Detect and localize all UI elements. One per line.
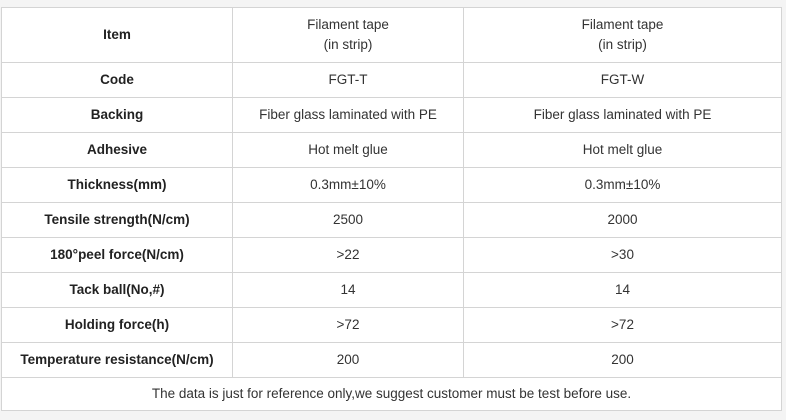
table-row: Tensile strength(N/cm) 2500 2000: [1, 202, 782, 238]
value-ftg-w: 200: [463, 342, 782, 378]
row-label: Temperature resistance(N/cm): [1, 342, 233, 378]
row-label: Adhesive: [1, 132, 233, 168]
row-label: Thickness(mm): [1, 167, 233, 203]
value-ftg-t: Hot melt glue: [232, 132, 464, 168]
spec-table: Item Filament tape (in strip) Filament ta…: [1, 7, 782, 411]
value-ftg-t: FGT-T: [232, 62, 464, 98]
note-row: The data is just for reference only,we s…: [1, 377, 782, 411]
value-ftg-w: 14: [463, 272, 782, 308]
table-row: Holding force(h) >72 >72: [1, 307, 782, 343]
header-col2-line1: Filament tape: [581, 17, 664, 32]
value-ftg-w: FGT-W: [463, 62, 782, 98]
table-row: Thickness(mm) 0.3mm±10% 0.3mm±10%: [1, 167, 782, 203]
header-col2: Filament tape (in strip): [463, 7, 782, 63]
value-ftg-w: >72: [463, 307, 782, 343]
table-row: 180°peel force(N/cm) >22 >30: [1, 237, 782, 273]
row-label: Tack ball(No,#): [1, 272, 233, 308]
value-ftg-t: >22: [232, 237, 464, 273]
header-col1-line2: (in strip): [323, 37, 373, 52]
value-ftg-t: 0.3mm±10%: [232, 167, 464, 203]
header-col2-line2: (in strip): [598, 37, 647, 52]
row-label: Holding force(h): [1, 307, 233, 343]
header-col1-line1: Filament tape: [307, 17, 389, 32]
header-row: Item Filament tape (in strip) Filament ta…: [1, 7, 782, 63]
value-ftg-w: 2000: [463, 202, 782, 238]
value-ftg-w: 0.3mm±10%: [463, 167, 782, 203]
value-ftg-t: >72: [232, 307, 464, 343]
value-ftg-t: 200: [232, 342, 464, 378]
table-row: Adhesive Hot melt glue Hot melt glue: [1, 132, 782, 168]
row-label: Tensile strength(N/cm): [1, 202, 233, 238]
row-label: 180°peel force(N/cm): [1, 237, 233, 273]
value-ftg-w: Hot melt glue: [463, 132, 782, 168]
value-ftg-t: Fiber glass laminated with PE: [232, 97, 464, 133]
table-row: Code FGT-T FGT-W: [1, 62, 782, 98]
table-row: Temperature resistance(N/cm) 200 200: [1, 342, 782, 378]
row-label: Code: [1, 62, 233, 98]
value-ftg-w: >30: [463, 237, 782, 273]
header-col1: Filament tape (in strip): [232, 7, 464, 63]
table-row: Tack ball(No,#) 14 14: [1, 272, 782, 308]
value-ftg-t: 2500: [232, 202, 464, 238]
value-ftg-w: Fiber glass laminated with PE: [463, 97, 782, 133]
disclaimer-note: The data is just for reference only,we s…: [1, 377, 782, 411]
value-ftg-t: 14: [232, 272, 464, 308]
row-label: Backing: [1, 97, 233, 133]
table-row: Backing Fiber glass laminated with PE Fibe…: [1, 97, 782, 133]
header-label: Item: [1, 7, 233, 63]
